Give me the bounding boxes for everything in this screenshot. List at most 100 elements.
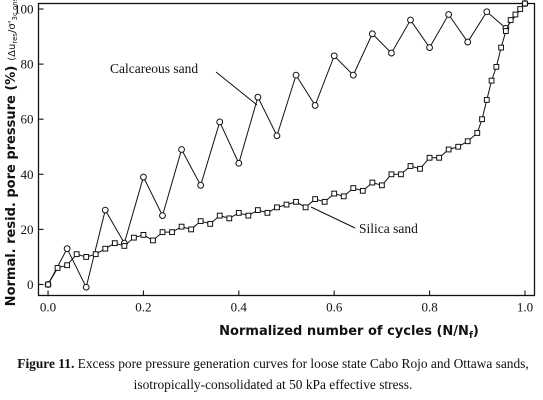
data-point xyxy=(121,243,128,249)
data-point xyxy=(340,193,347,200)
plot-frame xyxy=(37,2,536,297)
axis-ticks: 0.0 0.2 0.4 0.6 0.8 1.0 0 20 40 60 80 100 xyxy=(14,2,533,315)
data-point xyxy=(207,220,214,227)
data-point xyxy=(445,11,453,18)
y-axis-title: Normal. resid. pore pressure (%) (Δures/σ… xyxy=(4,0,19,306)
data-point xyxy=(493,63,500,70)
y-tick-label-4: 80 xyxy=(21,57,34,72)
y-tick-label-1: 20 xyxy=(21,222,34,237)
data-point xyxy=(445,146,452,153)
series-1 xyxy=(45,0,528,288)
data-point xyxy=(378,182,385,189)
data-point xyxy=(264,209,271,216)
data-point xyxy=(101,206,109,214)
annotation-layer: Calcareous sand Silica sand xyxy=(110,61,418,236)
data-point xyxy=(479,116,485,123)
data-point xyxy=(178,146,185,153)
data-point xyxy=(159,212,166,220)
x-tick-label-3: 0.6 xyxy=(326,300,343,315)
data-point xyxy=(517,6,524,12)
y-axis-title-extra-sub: res xyxy=(11,33,19,44)
data-point xyxy=(274,204,280,211)
y-axis-title-extra: (Δu xyxy=(7,44,18,61)
data-point xyxy=(83,254,90,260)
data-point xyxy=(488,77,495,84)
data-point xyxy=(169,229,175,236)
data-point xyxy=(150,237,156,244)
data-point xyxy=(292,71,300,79)
data-point xyxy=(73,251,80,258)
data-point xyxy=(483,97,490,103)
data-point xyxy=(417,165,423,172)
figure-caption: Figure 11. Excess pore pressure generati… xyxy=(12,353,534,395)
data-point xyxy=(312,196,319,202)
data-point xyxy=(273,132,281,140)
annotation-leader-1 xyxy=(310,206,356,229)
data-point xyxy=(140,173,147,181)
x-axis-title-main: Normalized number of cycles (N/N xyxy=(219,324,469,339)
x-axis-title-sub: f xyxy=(469,331,473,341)
data-point xyxy=(92,251,99,258)
data-point xyxy=(64,262,71,269)
data-point xyxy=(254,93,262,101)
y-tick-label-5: 100 xyxy=(14,2,34,17)
data-point xyxy=(216,118,224,126)
x-tick-label-2: 0.4 xyxy=(231,300,248,315)
data-point xyxy=(464,38,472,46)
data-point xyxy=(130,234,137,241)
data-point xyxy=(331,190,338,197)
data-point xyxy=(522,0,528,7)
data-point xyxy=(54,265,61,271)
data-point xyxy=(82,283,90,291)
data-point xyxy=(426,44,433,51)
data-point xyxy=(45,281,51,288)
data-point xyxy=(388,49,395,57)
data-point xyxy=(368,30,376,38)
annotation-label-1: Silica sand xyxy=(359,221,418,236)
data-point xyxy=(159,229,166,236)
data-point xyxy=(349,71,357,79)
y-axis-title-main: Normal. resid. pore pressure (%) xyxy=(4,66,19,307)
data-point xyxy=(330,52,338,60)
data-point xyxy=(302,204,309,211)
x-tick-label-0: 0.0 xyxy=(40,300,56,315)
x-axis-title: Normalized number of cycles (N/Nf) xyxy=(219,324,479,341)
data-point xyxy=(311,102,319,109)
y-tick-label-3: 60 xyxy=(21,112,34,127)
y-axis-title-extra-sub2: 3c,ons xyxy=(11,0,19,20)
data-point xyxy=(178,223,185,230)
data-point xyxy=(197,218,204,225)
caption-text: Excess pore pressure generation curves f… xyxy=(74,356,529,392)
x-tick-label-5: 1.0 xyxy=(517,300,533,315)
data-point xyxy=(283,201,290,208)
data-point xyxy=(254,207,261,214)
data-point xyxy=(235,209,242,216)
data-point xyxy=(359,187,366,194)
data-point xyxy=(350,185,357,191)
data-point xyxy=(502,28,509,34)
data-point xyxy=(407,16,414,24)
data-point xyxy=(455,143,462,150)
series-0 xyxy=(44,0,529,291)
data-point xyxy=(474,130,481,136)
data-point xyxy=(512,11,519,18)
data-point xyxy=(235,159,243,167)
pore-pressure-chart: 0.0 0.2 0.4 0.6 0.8 1.0 0 20 40 60 80 100 Calcareou… xyxy=(4,0,536,341)
data-point xyxy=(63,245,71,253)
data-point xyxy=(140,231,147,238)
data-point xyxy=(321,198,328,205)
data-point xyxy=(369,179,376,186)
data-point xyxy=(388,171,395,178)
data-point xyxy=(293,198,299,205)
data-point xyxy=(111,240,118,247)
data-point xyxy=(426,154,433,161)
y-tick-label-0: 0 xyxy=(27,277,34,292)
data-point xyxy=(102,245,109,252)
data-point xyxy=(188,226,195,233)
data-point xyxy=(407,163,414,169)
annotation-label-0: Calcareous sand xyxy=(110,61,198,76)
data-point xyxy=(216,212,223,219)
data-point xyxy=(498,44,505,51)
x-tick-label-1: 0.2 xyxy=(135,300,151,315)
series-line-0 xyxy=(47,3,526,289)
